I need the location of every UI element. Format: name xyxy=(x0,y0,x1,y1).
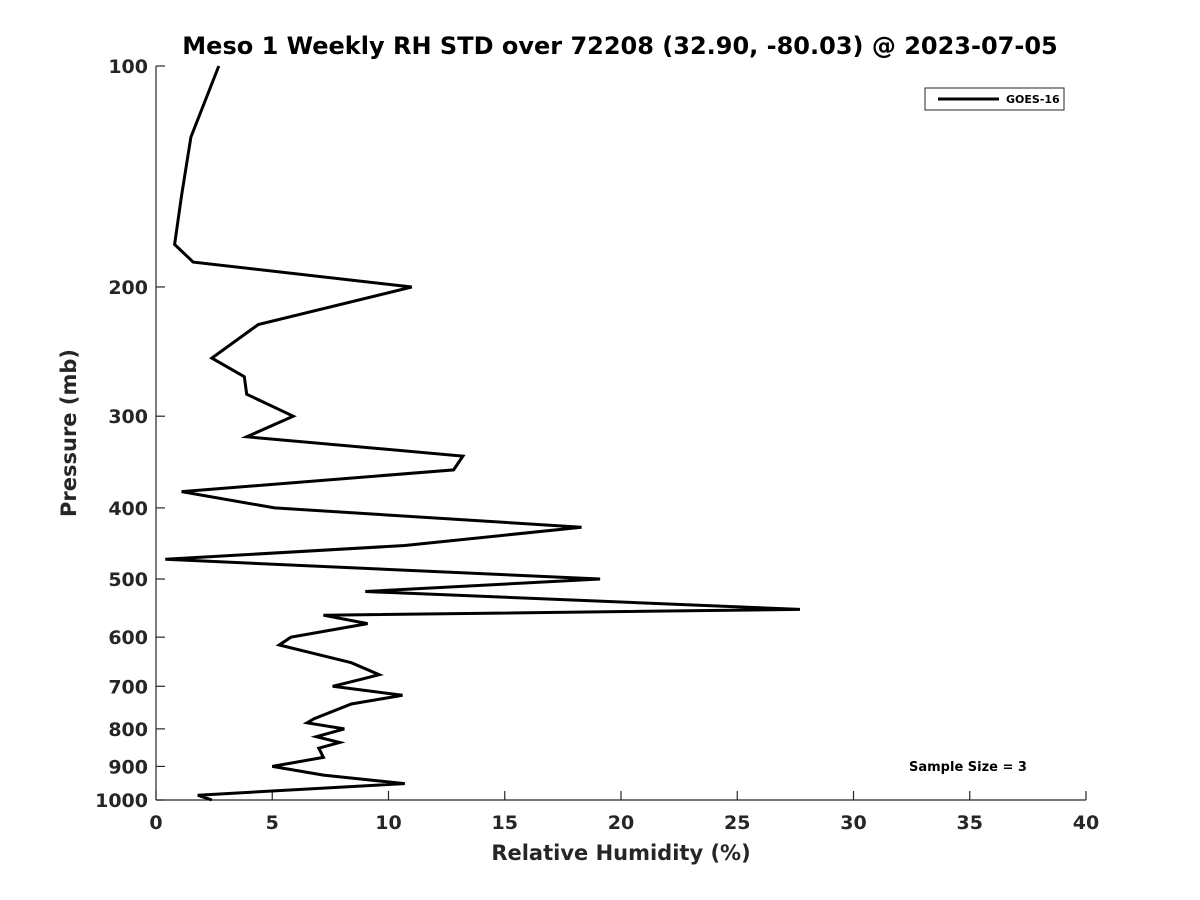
y-tick-label: 800 xyxy=(108,719,148,741)
y-tick-label: 1000 xyxy=(95,790,148,812)
x-tick-label: 20 xyxy=(608,812,634,834)
y-tick-label: 600 xyxy=(108,627,148,649)
legend: GOES-16 xyxy=(924,87,1065,111)
x-tick-label: 0 xyxy=(149,812,162,834)
x-axis-label: Relative Humidity (%) xyxy=(491,841,750,865)
y-tick-label: 300 xyxy=(108,406,148,428)
series-line-goes-16 xyxy=(165,65,801,802)
chart-title: Meso 1 Weekly RH STD over 72208 (32.90, … xyxy=(182,32,1057,60)
y-tick-label: 900 xyxy=(108,756,148,778)
y-axis-label: Pressure (mb) xyxy=(57,349,81,517)
sample-size-annotation: Sample Size = 3 xyxy=(909,760,1027,775)
y-tick-label: 700 xyxy=(108,676,148,698)
y-ticks: 100 200 300 400 500 600 700 800 900 1000 xyxy=(95,56,165,812)
legend-label-goes-16: GOES-16 xyxy=(1006,93,1060,106)
x-tick-label: 40 xyxy=(1073,812,1099,834)
y-tick-label: 200 xyxy=(108,277,148,299)
x-tick-label: 15 xyxy=(492,812,518,834)
y-tick-label: 500 xyxy=(108,569,148,591)
x-tick-label: 10 xyxy=(375,812,401,834)
x-tick-label: 35 xyxy=(957,812,983,834)
y-tick-label: 100 xyxy=(108,56,148,78)
x-tick-label: 5 xyxy=(266,812,279,834)
x-ticks: 0 5 10 15 20 25 30 35 40 xyxy=(149,791,1099,834)
x-tick-label: 30 xyxy=(840,812,866,834)
x-tick-label: 25 xyxy=(724,812,750,834)
y-tick-label: 400 xyxy=(108,498,148,520)
series-group xyxy=(165,65,801,802)
